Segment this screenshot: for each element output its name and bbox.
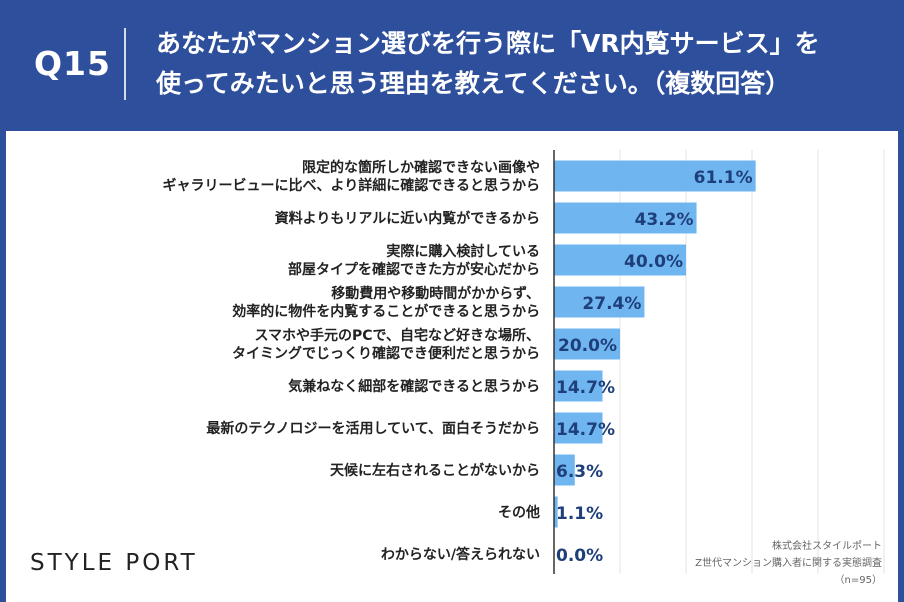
- bar: [554, 370, 603, 402]
- data-label: 20.0%: [558, 336, 617, 356]
- brand-logo: STYLE PORT: [30, 550, 198, 576]
- frame-right: [898, 131, 904, 602]
- bar: [554, 412, 603, 444]
- category-label: 実際に購入検討している: [386, 243, 540, 260]
- category-label: わからない/答えられない: [381, 546, 540, 563]
- source-company: 株式会社スタイルポート: [772, 541, 882, 552]
- data-label: 6.3%: [556, 462, 603, 482]
- category-label: 移動費用や移動時間がかからず、: [331, 285, 540, 302]
- category-label: 効率的に物件を内覧することができると思うから: [232, 303, 540, 320]
- bar: [554, 244, 686, 276]
- category-label: 限定的な箇所しか確認できない画像や: [302, 159, 540, 176]
- category-label: ギャラリービューに比べ、より詳細に確認できると思うから: [163, 177, 540, 194]
- data-label: 0.0%: [556, 546, 603, 566]
- frame-left: [0, 131, 6, 602]
- category-label: 天候に左右されることがないから: [330, 462, 540, 479]
- bar: [554, 496, 558, 528]
- category-label: スマホや手元のPCで、自宅など好きな場所、: [254, 327, 540, 344]
- bar: [554, 454, 575, 486]
- question-header: Q15 あなたがマンション選びを行う際に「VR内覧サービス」を 使ってみたいと思…: [0, 0, 904, 131]
- bar: [554, 328, 620, 360]
- category-label: 最新のテクノロジーを活用していて、面白そうだから: [206, 420, 540, 437]
- category-label: 気兼ねなく細部を確認できると思うから: [288, 378, 540, 395]
- source-sample: （n=95）: [834, 575, 882, 586]
- category-label: タイミングでじっくり確認でき便利だと思うから: [232, 345, 540, 362]
- header-divider: [124, 28, 126, 100]
- bar: [554, 202, 697, 234]
- bar: [554, 160, 756, 192]
- question-number: Q15: [34, 44, 111, 83]
- data-label: 1.1%: [556, 504, 603, 524]
- data-label: 14.7%: [556, 378, 615, 398]
- question-title: あなたがマンション選びを行う際に「VR内覧サービス」を 使ってみたいと思う理由を…: [156, 24, 876, 104]
- category-label: 部屋タイプを確認できた方が安心だから: [288, 261, 540, 278]
- data-label: 40.0%: [624, 252, 683, 272]
- data-label: 43.2%: [635, 210, 694, 230]
- question-title-line-2: 使ってみたいと思う理由を教えてください。（複数回答）: [156, 69, 791, 98]
- bar: [554, 286, 645, 318]
- source-survey: Z世代マンション購入者に関する実態調査: [695, 558, 882, 569]
- data-label: 14.7%: [556, 420, 615, 440]
- category-label: 資料よりもリアルに近い内覧ができるから: [275, 210, 540, 227]
- data-label: 27.4%: [582, 294, 641, 314]
- category-label: その他: [498, 504, 540, 521]
- source-note: 株式会社スタイルポート Z世代マンション購入者に関する実態調査 （n=95）: [622, 538, 882, 589]
- data-label: 61.1%: [694, 168, 753, 188]
- question-title-line-1: あなたがマンション選びを行う際に「VR内覧サービス」を: [156, 29, 820, 58]
